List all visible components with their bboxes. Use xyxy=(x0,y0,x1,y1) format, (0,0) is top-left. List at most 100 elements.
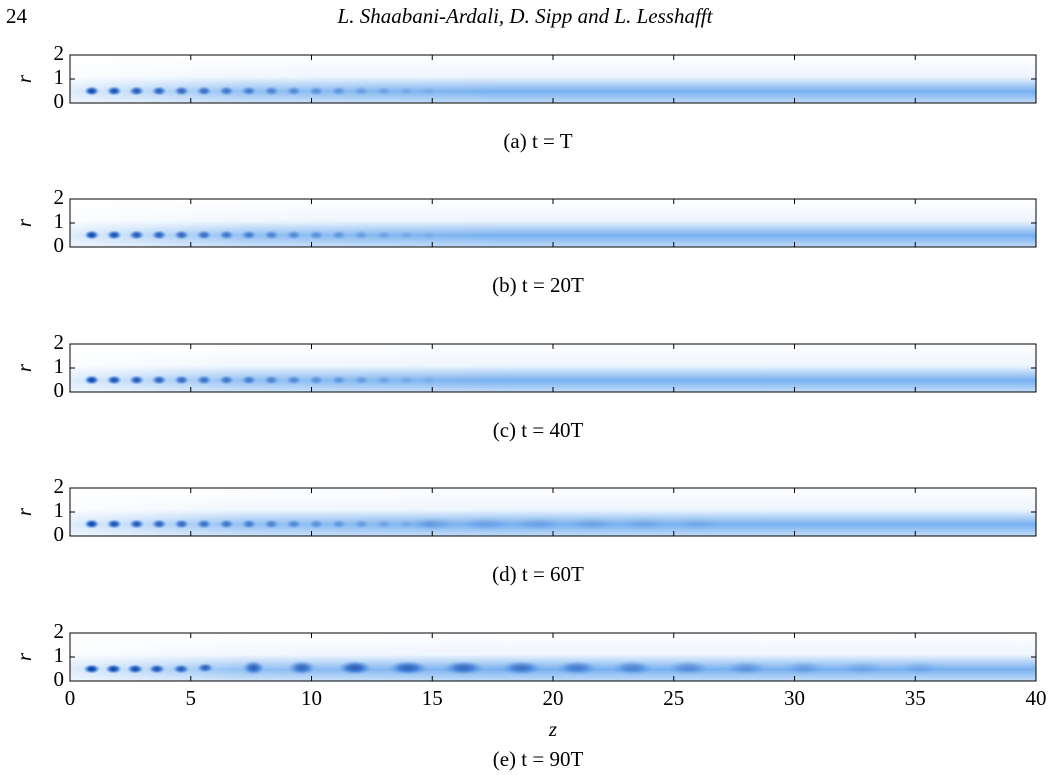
vortex xyxy=(514,517,563,531)
vortex xyxy=(173,519,190,529)
vorticity-field xyxy=(70,488,1036,536)
vortex xyxy=(376,86,392,96)
vortex xyxy=(241,375,257,385)
panel-caption: (c) t = 40T xyxy=(493,418,584,442)
y-axis-label: r xyxy=(12,507,36,516)
vortex xyxy=(84,230,100,240)
vortex xyxy=(420,375,437,385)
vortex xyxy=(286,86,302,96)
vortex xyxy=(242,660,265,675)
y-tick-label: 0 xyxy=(54,378,65,402)
panel: 012 r (b) t = 20T xyxy=(12,185,1037,297)
y-tick-label: 1 xyxy=(54,498,65,522)
x-tick-label: 30 xyxy=(784,686,805,710)
vorticity-field xyxy=(70,633,1036,681)
x-axis-label: z xyxy=(548,717,557,741)
vortex xyxy=(331,375,347,385)
vortex xyxy=(308,230,325,240)
vortex xyxy=(461,517,510,531)
vortex xyxy=(331,230,347,240)
vortex xyxy=(287,660,316,675)
y-tick-label: 0 xyxy=(54,667,65,691)
y-axis-label: r xyxy=(12,74,36,83)
vortex xyxy=(263,375,280,385)
vortex xyxy=(106,375,122,385)
vortex xyxy=(841,660,883,675)
vortex xyxy=(241,230,257,240)
vortex xyxy=(196,86,212,96)
vortex xyxy=(84,375,100,385)
vortex xyxy=(148,664,166,674)
vortex xyxy=(128,519,145,529)
vortex xyxy=(196,230,212,240)
x-tick-label: 25 xyxy=(663,686,684,710)
y-tick-label: 1 xyxy=(54,209,65,233)
vortex xyxy=(443,660,485,675)
field-fade xyxy=(70,633,505,681)
vortex xyxy=(241,519,257,529)
vortex xyxy=(353,519,369,529)
panel: 012 r (a) t = T xyxy=(12,41,1037,153)
vortex xyxy=(620,517,669,531)
vortex xyxy=(725,660,767,675)
y-tick-label: 0 xyxy=(54,233,65,257)
x-tick-label: 15 xyxy=(422,686,443,710)
y-tick-label: 0 xyxy=(54,89,65,113)
vortex xyxy=(83,664,101,674)
vortex xyxy=(196,375,212,385)
vortex xyxy=(241,86,257,96)
field-fade xyxy=(70,55,505,103)
vortex xyxy=(218,230,235,240)
vortex xyxy=(218,519,235,529)
panel-caption: (b) t = 20T xyxy=(492,273,584,297)
y-tick-label: 1 xyxy=(54,643,65,667)
y-tick-label: 0 xyxy=(54,522,65,546)
y-tick-label: 2 xyxy=(54,619,65,643)
page-number: 24 xyxy=(6,4,28,28)
x-tick-label: 5 xyxy=(186,686,197,710)
x-tick-label: 20 xyxy=(543,686,564,710)
x-tick-label: 35 xyxy=(905,686,926,710)
vortex xyxy=(263,86,280,96)
vortex xyxy=(353,86,369,96)
y-tick-label: 1 xyxy=(54,65,65,89)
vortex xyxy=(218,375,235,385)
vortex xyxy=(376,375,392,385)
panel: 012 r (d) t = 60T xyxy=(12,474,1037,586)
vortex xyxy=(84,519,100,529)
vortex xyxy=(173,86,190,96)
vortex xyxy=(899,660,941,675)
field-fade xyxy=(70,199,505,247)
vortex xyxy=(84,86,100,96)
y-axis-label: r xyxy=(12,218,36,227)
vortex xyxy=(126,664,144,674)
vortex xyxy=(128,86,145,96)
vortex xyxy=(128,375,145,385)
vortex xyxy=(398,86,414,96)
vortex xyxy=(331,86,347,96)
vortex xyxy=(308,519,325,529)
vortex xyxy=(376,230,392,240)
vortex xyxy=(420,86,437,96)
field-fade xyxy=(70,344,505,392)
vortex xyxy=(398,230,414,240)
y-axis-label: r xyxy=(12,363,36,372)
vortex xyxy=(286,519,302,529)
panel-caption: (a) t = T xyxy=(503,129,572,153)
y-axis-label: r xyxy=(12,652,36,661)
vortex xyxy=(151,375,167,385)
vortex xyxy=(196,519,212,529)
running-header: L. Shaabani-Ardali, D. Sipp and L. Lessh… xyxy=(337,4,714,28)
vortex xyxy=(106,230,122,240)
vortex xyxy=(408,517,457,531)
vortex xyxy=(173,375,190,385)
vortex xyxy=(556,660,598,675)
vortex xyxy=(398,375,414,385)
vortex xyxy=(673,517,722,531)
vortex xyxy=(263,230,280,240)
x-tick-label: 0 xyxy=(65,686,76,710)
vorticity-field xyxy=(70,199,1036,247)
panel-caption: (d) t = 60T xyxy=(492,562,584,586)
vortex xyxy=(331,519,347,529)
